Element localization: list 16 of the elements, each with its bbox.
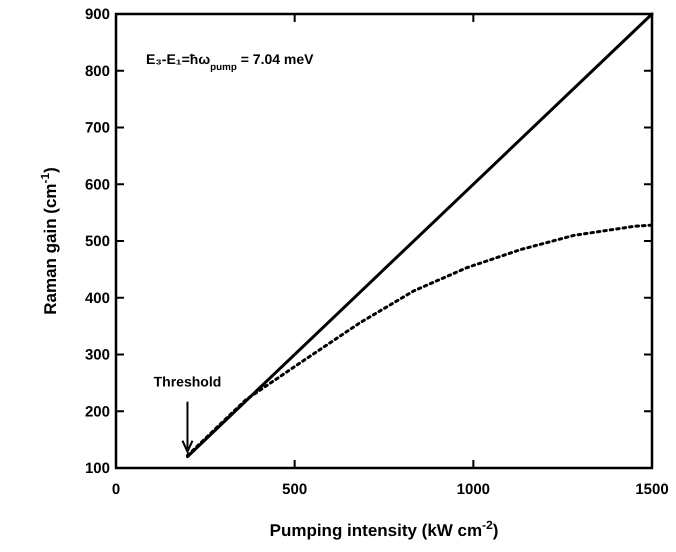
y-tick-label: 300: [84, 346, 110, 364]
x-tick-label: 1500: [635, 481, 669, 498]
x-tick-label: 500: [282, 481, 308, 498]
y-tick-label: 800: [84, 62, 110, 80]
y-tick-label: 500: [84, 233, 110, 250]
y-tick-label: 900: [84, 6, 110, 23]
x-tick-label: 0: [112, 481, 120, 498]
annotation: Threshold: [154, 374, 222, 390]
annotation: E₃-E₁=ħω$_{pump}$ = 7.04 meV: [146, 51, 314, 72]
y-tick-label: 200: [84, 403, 110, 420]
y-tick-label: 600: [84, 176, 110, 194]
y-tick-label: 100: [84, 460, 110, 477]
y-tick-label: 400: [84, 290, 110, 307]
x-axis-title: Pumping intensity (kW cm$^{-2}$): [270, 518, 498, 540]
y-tick-label: 700: [84, 120, 110, 136]
x-tick-label: 1000: [456, 481, 490, 498]
